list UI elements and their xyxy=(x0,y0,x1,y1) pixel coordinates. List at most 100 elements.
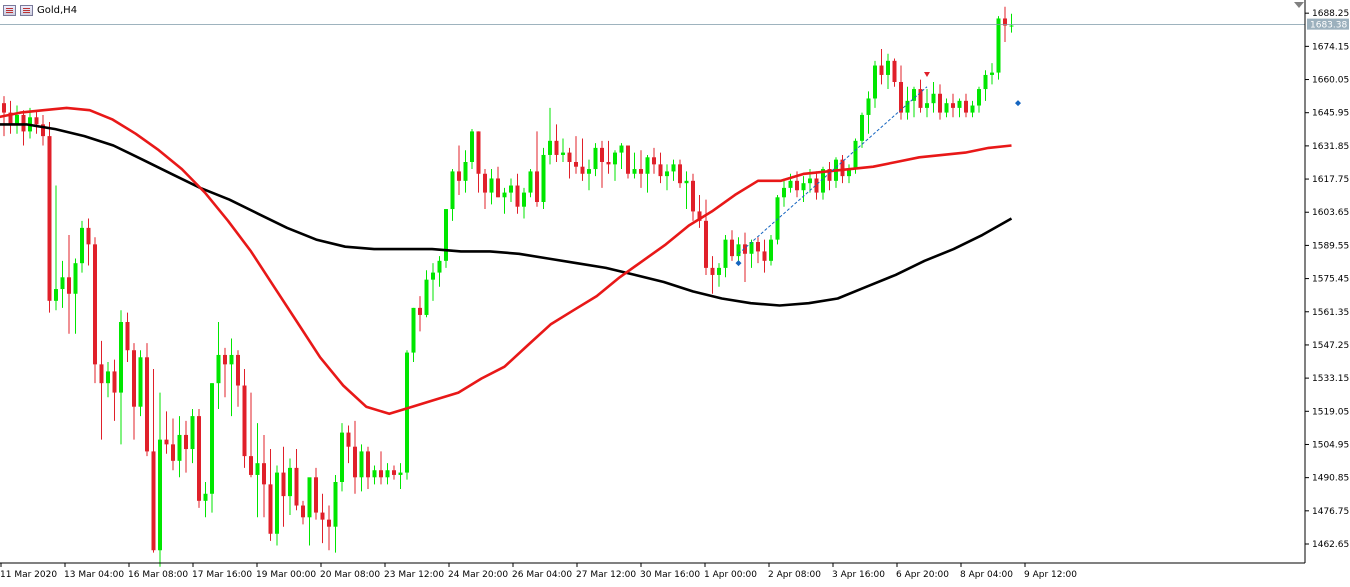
candle xyxy=(405,350,409,480)
candle-body xyxy=(73,263,78,294)
candle-body xyxy=(645,157,650,174)
symbol-properties-icon[interactable] xyxy=(20,5,33,16)
candle-body xyxy=(951,103,955,108)
candle xyxy=(613,150,617,181)
candle-body xyxy=(515,185,520,207)
candle-body xyxy=(892,60,897,82)
time-tick-label: 2 Apr 08:00 xyxy=(768,570,821,580)
candle-body xyxy=(756,242,760,252)
trade-marker-icon[interactable] xyxy=(735,260,742,267)
candle xyxy=(359,444,364,492)
candle xyxy=(132,343,136,440)
candle-body xyxy=(743,244,747,254)
candle-body xyxy=(80,227,84,264)
candle-body xyxy=(190,416,195,450)
chart-window-icon[interactable] xyxy=(3,5,16,16)
candle-body xyxy=(990,72,994,75)
candle xyxy=(106,362,110,398)
price-tick-label: 1674.15 xyxy=(1312,42,1349,52)
candle xyxy=(60,260,65,308)
candle-body xyxy=(164,439,169,445)
candle xyxy=(418,296,422,332)
candle xyxy=(899,65,903,120)
candle-body xyxy=(314,477,318,513)
candle-body xyxy=(372,470,377,478)
candle-body xyxy=(158,439,162,551)
candle xyxy=(15,105,19,134)
price-tick-label: 1645.95 xyxy=(1312,109,1349,119)
candle-body xyxy=(691,180,695,212)
candle-body xyxy=(476,131,481,174)
candle xyxy=(151,369,156,553)
candle-body xyxy=(912,89,916,101)
candle-body xyxy=(470,131,474,162)
candle-body xyxy=(697,211,702,221)
trade-arrow-icon[interactable] xyxy=(924,71,930,77)
time-tick-label: 26 Mar 04:00 xyxy=(512,570,572,580)
candle-body xyxy=(301,505,305,518)
candle xyxy=(340,423,344,492)
candle-body xyxy=(138,357,143,407)
candle xyxy=(288,458,292,515)
candle-body xyxy=(996,18,1001,73)
candle-body xyxy=(93,244,97,365)
candle-body xyxy=(671,164,676,172)
candle xyxy=(242,369,247,468)
candle-body xyxy=(970,105,975,113)
candle xyxy=(684,171,689,210)
price-tick-label: 1519.05 xyxy=(1312,407,1349,417)
time-tick-label: 20 Mar 08:00 xyxy=(320,570,380,580)
candle-body xyxy=(346,432,351,447)
candle xyxy=(327,505,331,551)
candle-body xyxy=(8,112,13,125)
candle xyxy=(268,449,273,541)
candle-body xyxy=(496,178,500,198)
candle-body xyxy=(502,192,507,198)
candle xyxy=(275,465,279,546)
candle xyxy=(658,152,663,184)
candle-body xyxy=(613,152,617,165)
current-price-tag xyxy=(1307,18,1349,30)
candle-body xyxy=(359,451,364,478)
candle-body xyxy=(418,307,422,315)
symbol-header[interactable]: Gold,H4 xyxy=(3,5,77,16)
candle-body xyxy=(847,169,851,177)
candle-body xyxy=(548,140,552,155)
chart-shift-icon[interactable] xyxy=(1294,2,1304,8)
candle-body xyxy=(801,183,806,191)
candle-body xyxy=(2,103,6,113)
trade-trend-line xyxy=(738,86,928,255)
trade-marker-icon[interactable] xyxy=(1015,100,1021,107)
candle xyxy=(138,350,143,417)
candle-body xyxy=(632,169,637,174)
candle-body xyxy=(730,239,734,257)
candle xyxy=(912,86,916,118)
candle xyxy=(957,98,962,118)
candle xyxy=(509,178,513,202)
candle-body xyxy=(704,220,708,268)
candle xyxy=(782,178,786,207)
candle-body xyxy=(788,180,793,188)
candle-body xyxy=(814,178,819,193)
candle xyxy=(697,194,702,228)
price-tick-label: 1490.85 xyxy=(1312,474,1349,484)
candle xyxy=(164,411,169,454)
candle xyxy=(970,100,975,118)
candle-body xyxy=(255,463,260,475)
candle-body xyxy=(717,267,721,275)
candle xyxy=(353,420,357,494)
candle xyxy=(600,140,604,188)
candle xyxy=(691,173,695,221)
candle xyxy=(522,187,526,219)
time-tick-label: 16 Mar 08:00 xyxy=(128,570,188,580)
time-tick-label: 13 Mar 04:00 xyxy=(64,570,124,580)
candle xyxy=(931,82,936,113)
candle-body xyxy=(925,103,929,108)
candle xyxy=(990,63,994,85)
candle xyxy=(860,112,864,148)
candle xyxy=(873,60,877,108)
price-tick-label: 1575.45 xyxy=(1312,275,1349,285)
candle-body xyxy=(106,371,110,384)
